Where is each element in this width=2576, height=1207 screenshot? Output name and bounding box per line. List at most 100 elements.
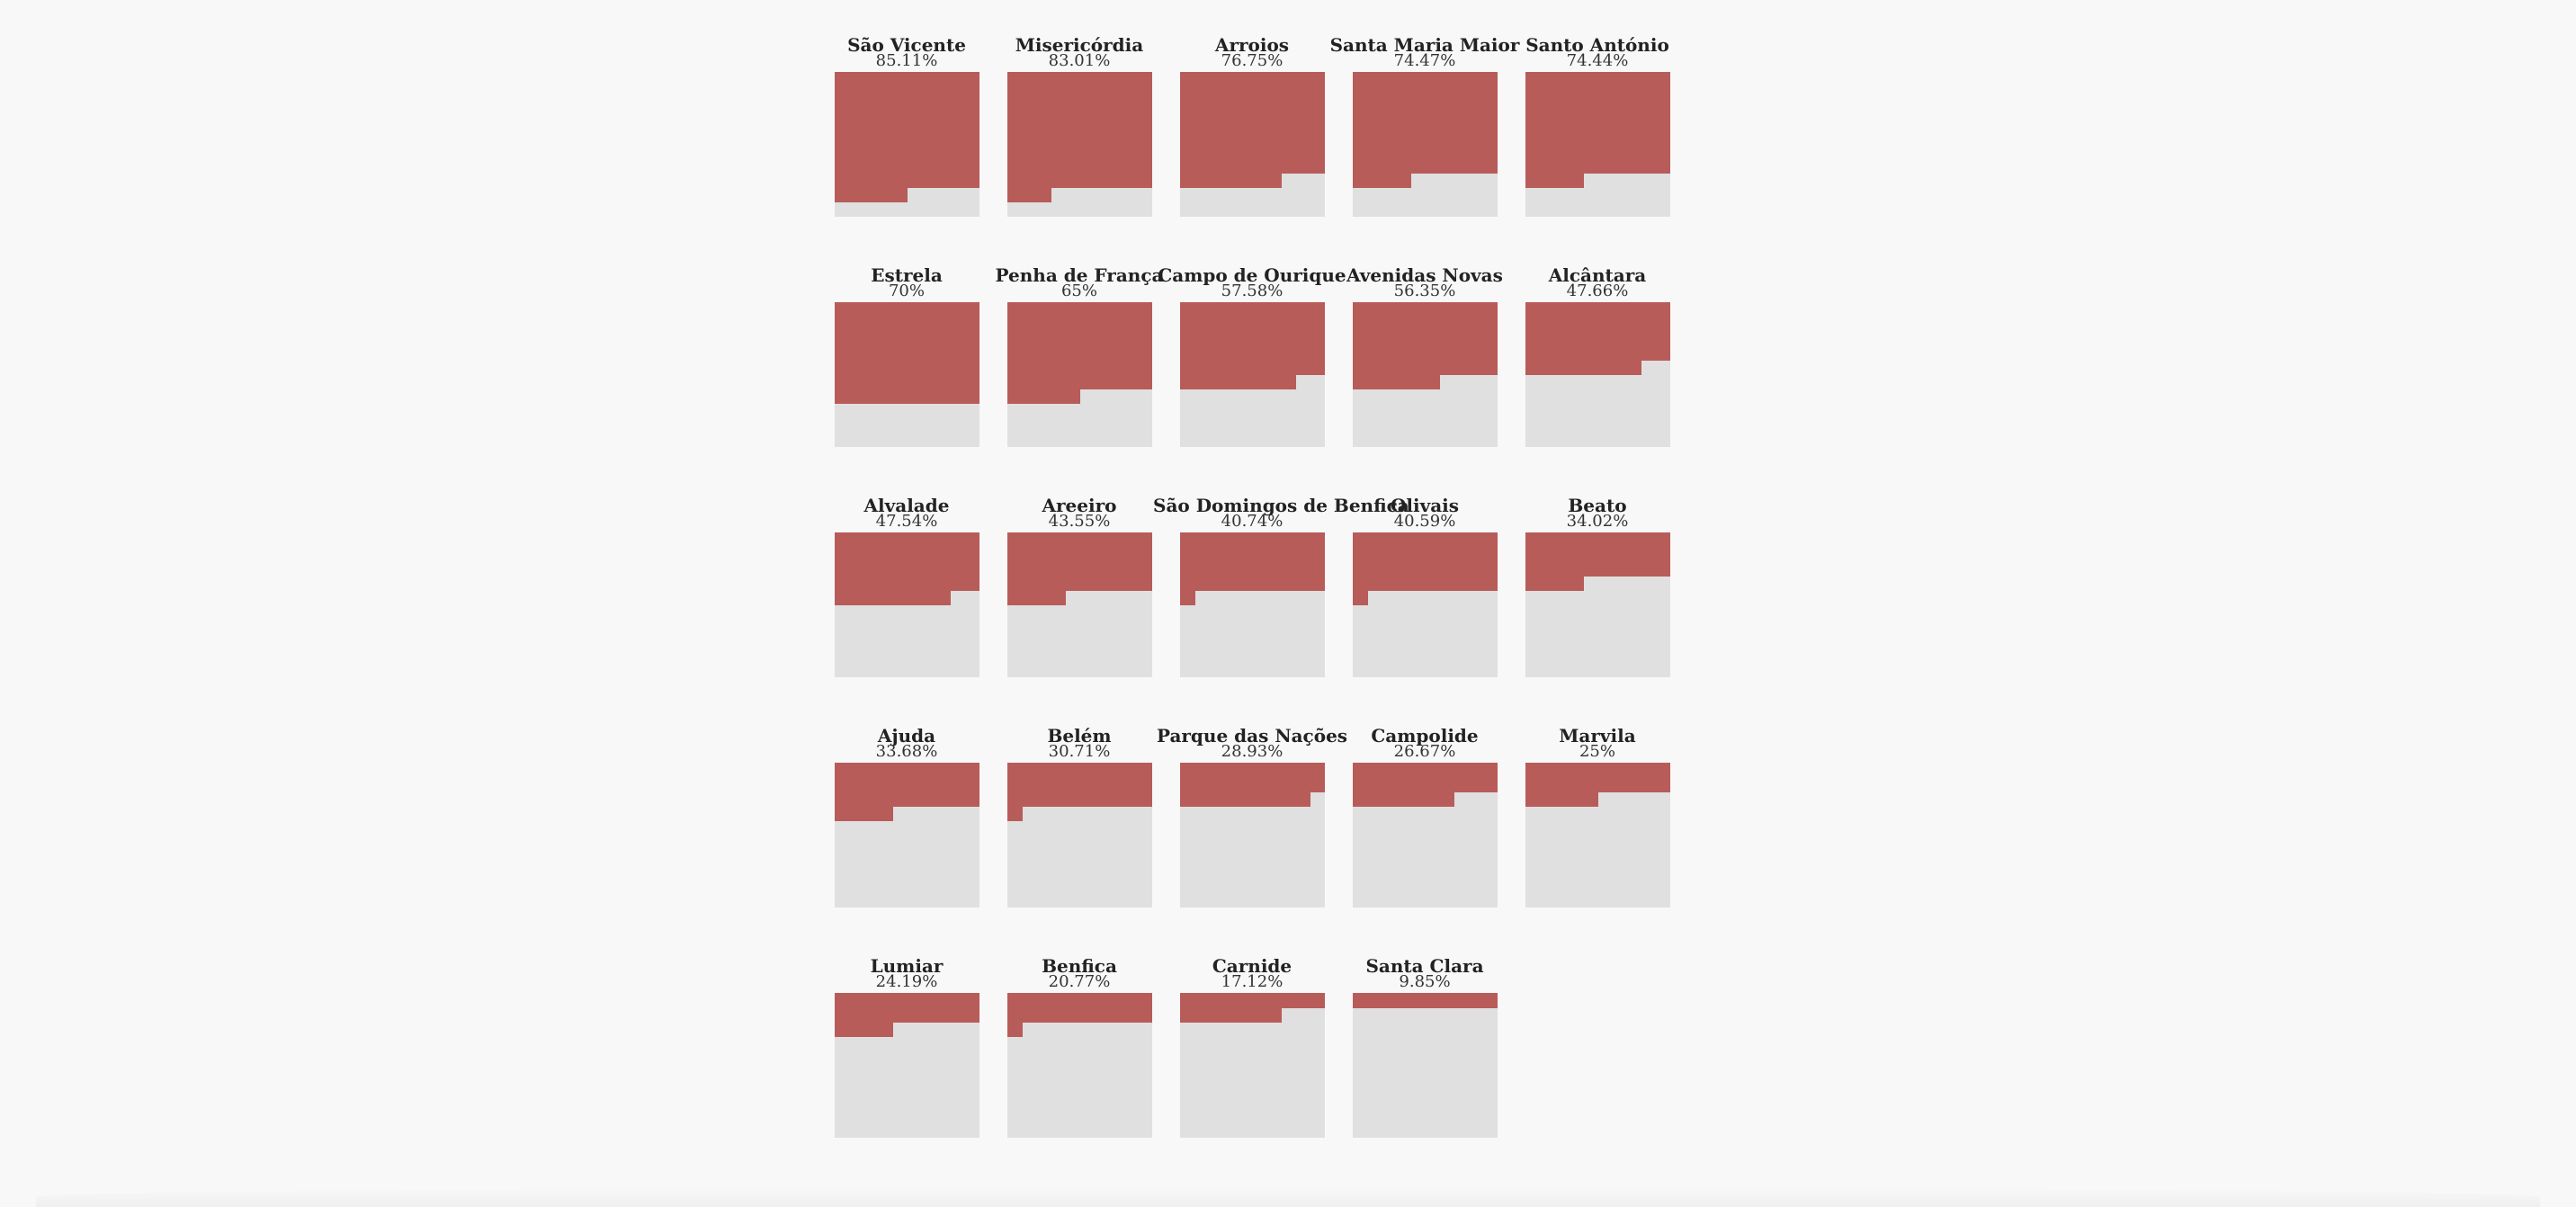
waffle-square [877, 129, 893, 145]
waffle-square [1597, 776, 1613, 792]
waffle-square [1381, 71, 1397, 87]
waffle-square [1136, 85, 1152, 102]
waffle-square [891, 100, 908, 116]
waffle-square [1251, 791, 1267, 807]
waffle-square [1021, 1006, 1037, 1023]
waffle-square [1122, 100, 1138, 116]
waffle-square [1064, 172, 1080, 188]
waffle-square [1266, 330, 1282, 346]
waffle-square [1093, 992, 1109, 1008]
waffle-square [1366, 373, 1382, 389]
waffle-square [1582, 359, 1598, 375]
waffle-square [963, 330, 979, 346]
waffle-square [1107, 762, 1123, 778]
waffle-square [848, 805, 864, 821]
waffle-grid [834, 301, 979, 447]
waffle-square [949, 359, 965, 375]
waffle-square [1021, 344, 1037, 361]
waffle-square [963, 532, 979, 548]
waffle-square [1597, 344, 1613, 361]
waffle-square [891, 762, 908, 778]
waffle-square [1539, 114, 1555, 130]
waffle-cell-value-label: 9.85% [1399, 972, 1451, 991]
waffle-square [1424, 560, 1440, 577]
waffle-square [1625, 532, 1641, 548]
waffle-square [834, 805, 850, 821]
waffle-square [1611, 546, 1627, 562]
waffle-cell-title: Lumiar [870, 955, 944, 977]
waffle-square [1395, 301, 1411, 317]
waffle-square [1294, 532, 1310, 548]
waffle-square [1266, 560, 1282, 577]
waffle-square [863, 805, 879, 821]
waffle-square [1352, 129, 1368, 145]
waffle-cell-value-label: 76.75% [1221, 51, 1284, 70]
waffle-square [863, 373, 879, 389]
waffle-square [949, 992, 965, 1008]
waffle-square [1251, 114, 1267, 130]
waffle-square [1266, 992, 1282, 1008]
waffle-cell-title: Alcântara [1548, 264, 1647, 286]
waffle-square [1136, 776, 1152, 792]
waffle-square [1208, 316, 1224, 332]
waffle-grid [1179, 992, 1325, 1138]
waffle-square [1467, 330, 1483, 346]
waffle-cell: Carnide 17.12% [1153, 955, 1351, 1173]
waffle-square [1078, 1006, 1095, 1023]
waffle-square [1453, 575, 1469, 591]
waffle-square [1424, 791, 1440, 807]
waffle-square [1409, 560, 1426, 577]
waffle-square [935, 762, 951, 778]
waffle-square [1208, 1006, 1224, 1023]
waffle-square [1467, 532, 1483, 548]
waffle-square [1093, 301, 1109, 317]
waffle-square [1093, 560, 1109, 577]
waffle-square [1294, 129, 1310, 145]
waffle-cell-value-label: 40.59% [1393, 512, 1456, 531]
waffle-square [1294, 359, 1310, 375]
waffle-square [1597, 301, 1613, 317]
waffle-square [848, 560, 864, 577]
waffle-cell: Olivais 40.59% [1326, 495, 1524, 712]
waffle-square [1050, 791, 1066, 807]
waffle-square [1006, 532, 1023, 548]
waffle-square [949, 388, 965, 404]
waffle-square [891, 1006, 908, 1023]
waffle-square [1467, 85, 1483, 102]
waffle-square [949, 129, 965, 145]
waffle-square [1467, 359, 1483, 375]
waffle-square [1640, 330, 1656, 346]
waffle-square [1006, 992, 1023, 1008]
waffle-square [920, 85, 936, 102]
waffle-square [1381, 129, 1397, 145]
waffle-cell-title: Alvalade [863, 495, 950, 516]
waffle-square [1366, 762, 1382, 778]
waffle-square [1352, 373, 1368, 389]
waffle-square [1467, 100, 1483, 116]
waffle-square [1064, 373, 1080, 389]
waffle-square [1078, 129, 1095, 145]
waffle-square [1424, 301, 1440, 317]
waffle-square [1395, 575, 1411, 591]
waffle-square [1309, 992, 1325, 1008]
waffle-square [1381, 791, 1397, 807]
waffle-square [1625, 71, 1641, 87]
waffle-square [1093, 85, 1109, 102]
waffle-cell: Misericórdia 83.01% [980, 34, 1178, 252]
waffle-square [1395, 344, 1411, 361]
waffle-square [1006, 589, 1023, 605]
waffle-square [1438, 992, 1454, 1008]
waffle-square [1625, 301, 1641, 317]
waffle-square [1222, 344, 1239, 361]
waffle-square [906, 388, 922, 404]
waffle-square [1021, 373, 1037, 389]
waffle-square [834, 344, 850, 361]
waffle-square [963, 100, 979, 116]
waffle-square [1194, 129, 1210, 145]
waffle-square [1093, 316, 1109, 332]
waffle-square [1582, 71, 1598, 87]
waffle-square [863, 100, 879, 116]
waffle-square [1395, 172, 1411, 188]
waffle-square [1625, 560, 1641, 577]
waffle-square [1424, 85, 1440, 102]
